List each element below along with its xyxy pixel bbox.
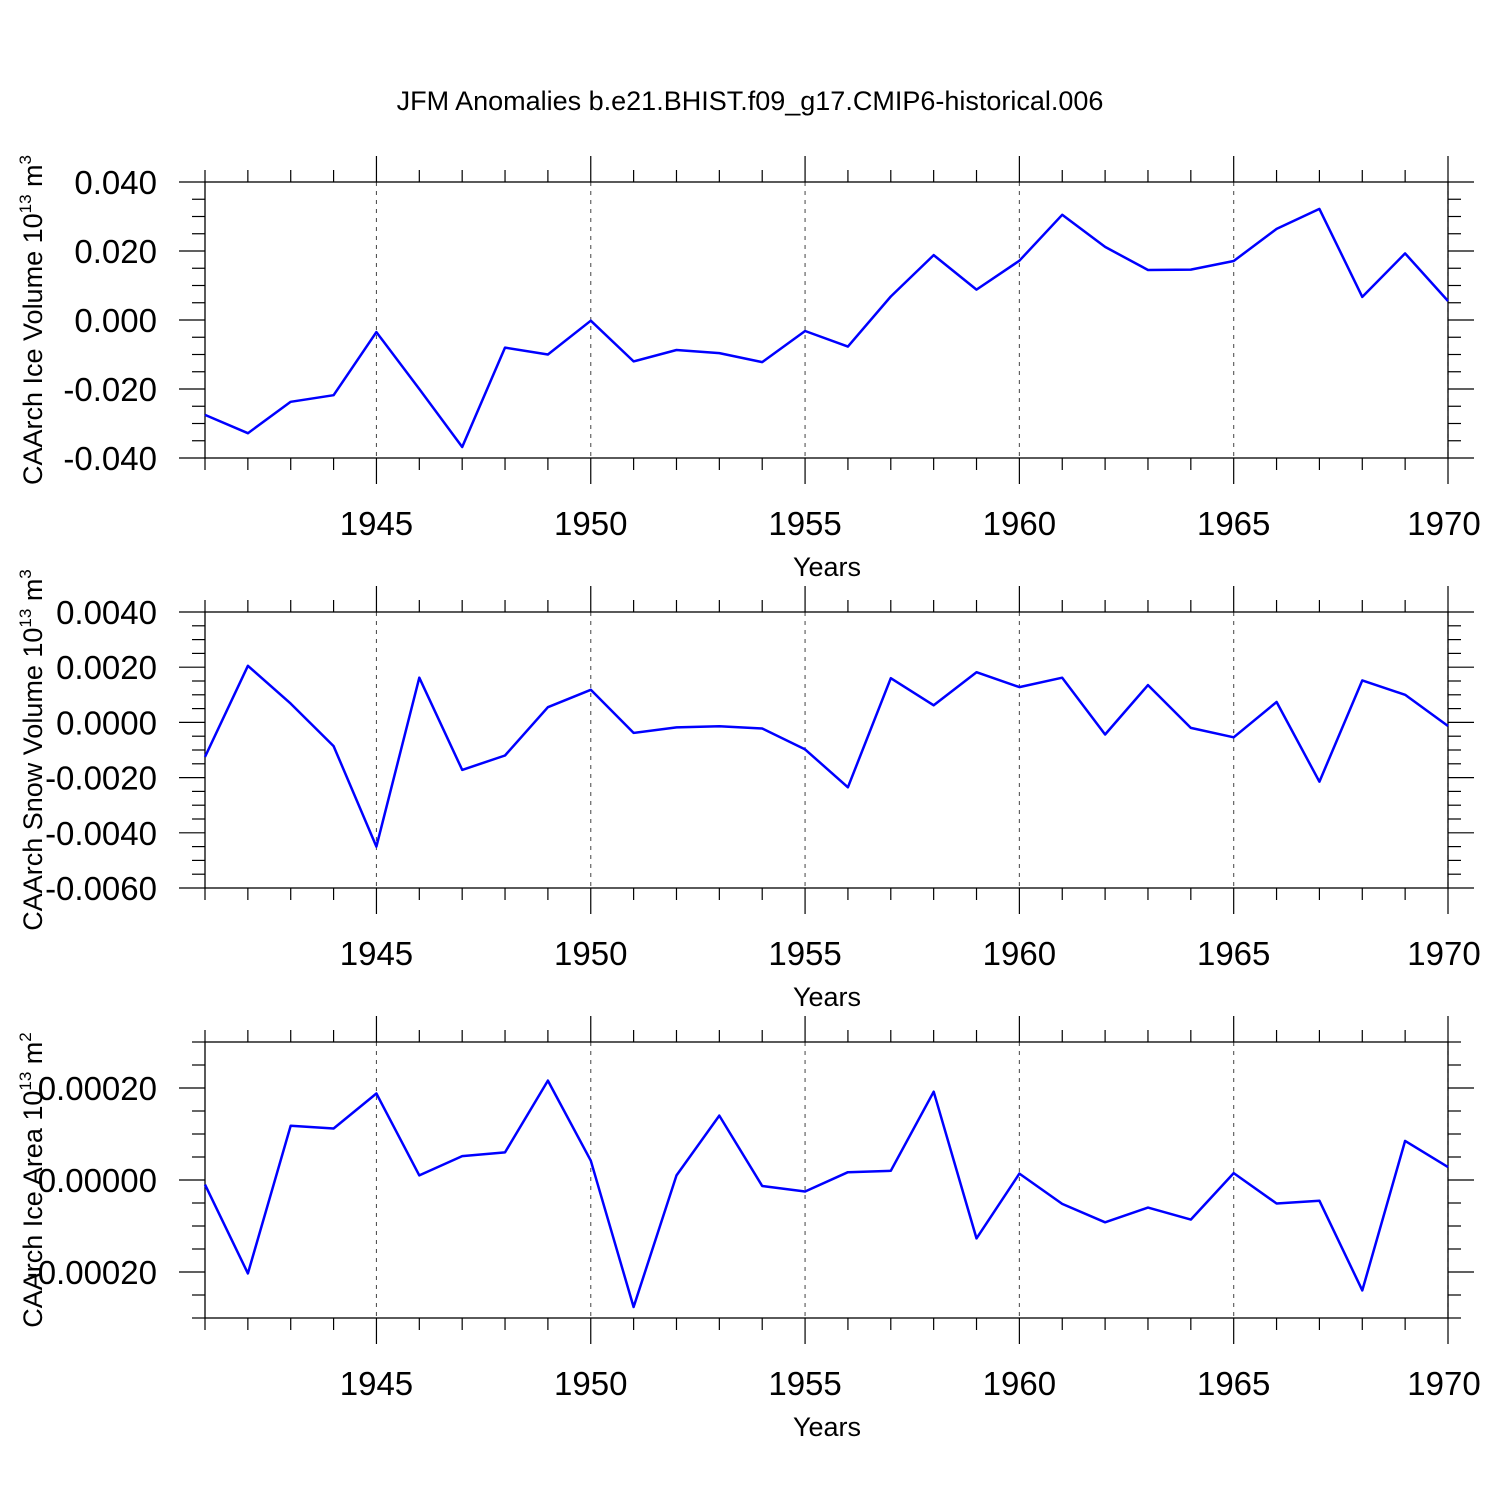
y-tick-label: 0.0020	[56, 649, 157, 686]
series-line-1	[204, 207, 1449, 449]
panel-1: -0.040 -0.020 0.000 0.020 0.040 1945 1950 1955 1…	[16, 155, 1481, 582]
y-axis-label: CAArch Snow Volume 1013 m3	[16, 569, 48, 931]
x-tick-label: 1955	[768, 505, 841, 542]
x-tick-label: 1965	[1197, 505, 1270, 542]
x-tick-label: 1945	[340, 1365, 413, 1402]
x-tick-label: 1950	[554, 935, 627, 972]
x-tick-label: 1970	[1407, 935, 1480, 972]
y-tick-label: 0.0000	[56, 704, 157, 741]
y-tick-label: -0.0040	[45, 815, 157, 852]
y-tick-label: 0.000	[74, 302, 157, 339]
y-tick-label: 0.020	[74, 233, 157, 270]
plot-frame	[204, 1041, 1449, 1319]
x-tick-label: 1950	[554, 1365, 627, 1402]
panels: -0.040 -0.020 0.000 0.020 0.040 1945 1950 1955 1…	[16, 155, 1481, 1442]
x-tick-label: 1945	[340, 935, 413, 972]
x-tick-label: 1950	[554, 505, 627, 542]
x-tick-label: 1965	[1197, 935, 1270, 972]
x-tick-label: 1965	[1197, 1365, 1270, 1402]
y-tick-label: -0.0060	[45, 870, 157, 907]
plot-frame	[204, 611, 1449, 889]
y-tick-label: -0.040	[63, 440, 157, 477]
y-axis-label: CAArch Ice Area 1013 m2	[16, 1032, 48, 1328]
y-tick-label: -0.00020	[27, 1254, 157, 1291]
plot-frame	[204, 181, 1449, 459]
y-tick-label: 0.00000	[38, 1162, 157, 1199]
y-tick-label: -0.0020	[45, 760, 157, 797]
y-tick-label: 0.040	[74, 164, 157, 201]
y-tick-label: 0.00020	[38, 1070, 157, 1107]
x-tick-label: 1970	[1407, 1365, 1480, 1402]
panel-2: -0.0060 -0.0040 -0.0020 0.0000 0.0020 0.0040 1…	[16, 569, 1481, 1012]
series-line-2	[203, 664, 1449, 848]
x-tick-label: 1970	[1407, 505, 1480, 542]
y-tick-label: -0.020	[63, 371, 157, 408]
y-axis-label: CAArch Ice Volume 1013 m3	[16, 155, 48, 485]
x-axis-label: Years	[793, 982, 861, 1012]
x-tick-label: 1955	[768, 935, 841, 972]
x-tick-label: 1955	[768, 1365, 841, 1402]
x-axis-label: Years	[793, 552, 861, 582]
series-line-3	[203, 1079, 1449, 1309]
y-tick-label: 0.0040	[56, 594, 157, 631]
x-tick-label: 1960	[983, 935, 1056, 972]
x-axis-label: Years	[793, 1412, 861, 1442]
x-tick-label: 1960	[983, 505, 1056, 542]
panel-3: -0.00020 0.00000 0.00020 1945 1950 1955 1960 19…	[16, 1016, 1481, 1442]
x-tick-label: 1960	[983, 1365, 1056, 1402]
chart-title: JFM Anomalies b.e21.BHIST.f09_g17.CMIP6-…	[397, 86, 1104, 116]
x-tick-label: 1945	[340, 505, 413, 542]
